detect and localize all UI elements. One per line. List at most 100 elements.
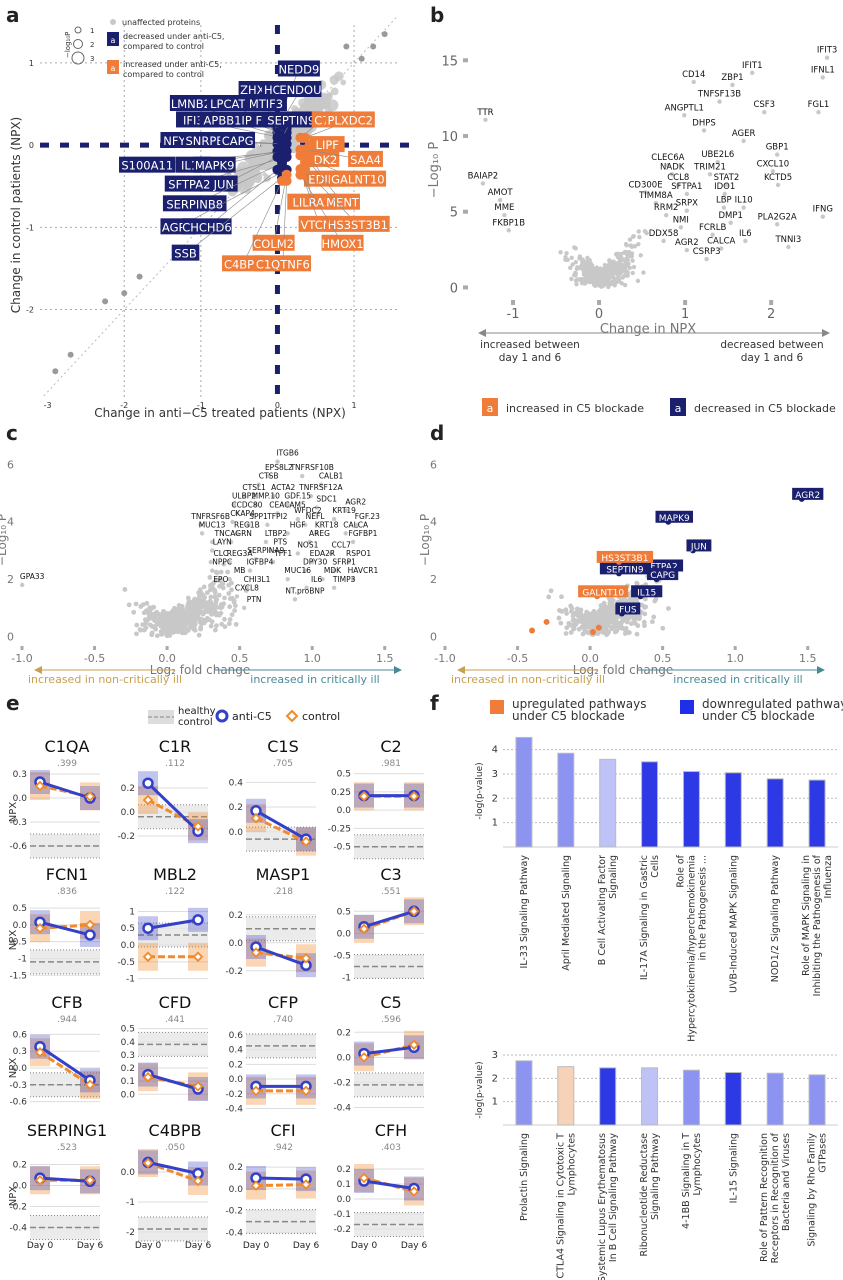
point	[234, 594, 240, 599]
point	[710, 232, 715, 238]
arrow-head-left	[457, 666, 465, 674]
y-tick: 0.2	[337, 1028, 351, 1038]
protein-label: EPS8L2	[265, 463, 293, 472]
y-tick: -0.6	[9, 1098, 27, 1108]
y-tick: 0.3	[13, 1047, 27, 1057]
point	[691, 79, 696, 85]
point-highlight	[277, 138, 288, 149]
subplot-MASP1: MASP1 .218 0.2 0.0 -0.2	[225, 865, 316, 978]
legend-chip	[482, 398, 498, 416]
point	[208, 585, 213, 591]
protein-label: HGF	[290, 520, 306, 529]
arrow-left-label: increased between	[480, 339, 580, 351]
p-value: .740	[273, 1015, 293, 1025]
control-point	[250, 947, 262, 958]
protein-label: WFDC2	[294, 506, 322, 515]
decreased-label-box	[279, 81, 322, 98]
point	[144, 600, 150, 606]
point	[213, 577, 219, 583]
x-tick-mark	[683, 300, 688, 305]
y-tick: 1	[492, 818, 498, 829]
y-tick-mark	[463, 58, 468, 63]
point	[198, 522, 203, 527]
decreased-label-box	[171, 244, 200, 261]
p-value: .523	[57, 1143, 77, 1153]
y-axis-label: -log(p-value)	[475, 1061, 485, 1118]
point	[641, 270, 646, 275]
decreased-label-box	[263, 111, 320, 128]
point	[133, 601, 139, 607]
point	[604, 631, 609, 637]
decreased-label-box	[615, 602, 641, 615]
bar-label: in the Pathogenesis ...	[697, 855, 708, 960]
point	[350, 577, 356, 582]
point	[147, 622, 153, 628]
increased-label: MENT	[326, 196, 360, 210]
point	[584, 629, 590, 635]
y-tick: 0.6	[13, 1030, 28, 1040]
point	[592, 276, 598, 281]
point	[234, 531, 240, 536]
legend-increased: compared to control	[123, 70, 204, 79]
y-tick: -2	[26, 306, 34, 315]
protein-name: C3	[380, 865, 401, 884]
point	[207, 575, 213, 580]
point	[816, 110, 821, 115]
anti-line	[39, 1045, 91, 1082]
protein-label: ITGB6	[276, 449, 299, 458]
control-point	[358, 1052, 370, 1063]
y-tick: 0.0	[337, 1195, 352, 1205]
point	[216, 592, 222, 598]
protein-label: CD300E	[628, 180, 662, 190]
point	[580, 631, 586, 637]
point	[586, 275, 592, 280]
legend-size-title: −log₁₀P	[64, 32, 72, 58]
increased-label-box	[254, 255, 312, 272]
bar-label: Bacteria and Viruses	[781, 1133, 792, 1231]
point	[577, 254, 583, 259]
point	[724, 182, 729, 188]
bar-label: Inhibiting the Pathogenesis of	[812, 854, 823, 996]
protein-label: GDF.15	[284, 492, 311, 501]
legend-size-circle	[74, 26, 82, 34]
protein-label: CALCA	[707, 237, 735, 247]
point	[824, 55, 830, 60]
y-tick: 0.2	[13, 1161, 27, 1171]
bar-label: B Cell Activating Factor	[597, 855, 608, 965]
subplot-C1R: C1R .112 0.2 0.0 -0.2	[117, 737, 208, 844]
y-axis-label: NPX	[8, 802, 19, 823]
y-tick: -0.5	[333, 951, 351, 961]
bar-label: Ribonucleotide Reductase	[639, 1133, 650, 1257]
point	[182, 625, 188, 631]
point	[480, 181, 486, 186]
x-tick: 0.5	[654, 652, 672, 665]
x-tick-mark	[588, 646, 592, 650]
point	[597, 267, 603, 272]
point	[622, 596, 627, 602]
point	[168, 622, 173, 628]
bar-label: 4-1BB Signaling in T	[681, 1133, 692, 1229]
control-line	[255, 816, 307, 844]
y-tick: 0.1	[337, 1180, 351, 1190]
bar-label: IL-33 Signaling Pathway	[519, 855, 530, 969]
point	[678, 225, 684, 230]
point	[230, 519, 235, 525]
y-tick: -0.4	[333, 1103, 351, 1113]
point	[604, 272, 610, 277]
protein-label: NT.proBNP	[285, 586, 325, 595]
point	[320, 577, 325, 582]
point	[604, 276, 609, 281]
point	[213, 600, 219, 606]
point-highlight	[295, 169, 306, 180]
point	[621, 262, 626, 268]
protein-label: CCDC80	[231, 500, 262, 509]
decreased-label: SEPTIN9	[267, 113, 315, 127]
point	[225, 569, 231, 575]
y-tick: 6	[7, 458, 14, 471]
leader	[304, 168, 359, 226]
bar	[766, 1072, 784, 1126]
point	[147, 615, 153, 621]
point	[577, 277, 582, 282]
bar-label: April Mediated Signaling	[561, 855, 572, 971]
arrow-left-label: increased in non-critically ill	[28, 673, 182, 686]
